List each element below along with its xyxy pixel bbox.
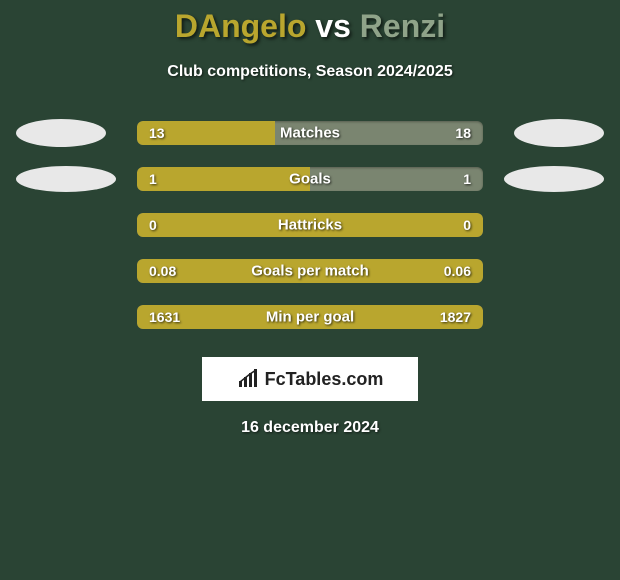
player-ellipse-right bbox=[514, 119, 604, 147]
stat-bar: 0.08 0.06 Goals per match bbox=[137, 259, 483, 283]
stat-bar-fill bbox=[137, 167, 310, 191]
stat-value-right: 1827 bbox=[440, 309, 471, 325]
stat-bar: 1631 1827 Min per goal bbox=[137, 305, 483, 329]
stat-value-right: 18 bbox=[455, 125, 471, 141]
stat-row: 1631 1827 Min per goal bbox=[0, 305, 620, 329]
stat-label: Matches bbox=[280, 125, 340, 142]
stat-label: Min per goal bbox=[266, 309, 354, 326]
stat-row: 0.08 0.06 Goals per match bbox=[0, 259, 620, 283]
stat-value-left: 0.08 bbox=[149, 263, 176, 279]
title-player2: Renzi bbox=[360, 8, 445, 44]
stat-value-left: 13 bbox=[149, 125, 165, 141]
stat-value-right: 0 bbox=[463, 217, 471, 233]
bar-chart-icon bbox=[237, 369, 261, 389]
stat-value-right: 0.06 bbox=[444, 263, 471, 279]
player-ellipse-left bbox=[16, 119, 106, 147]
stat-value-left: 1631 bbox=[149, 309, 180, 325]
stat-row: 13 18 Matches bbox=[0, 121, 620, 145]
stat-row: 0 0 Hattricks bbox=[0, 213, 620, 237]
stat-bar: 0 0 Hattricks bbox=[137, 213, 483, 237]
title-vs: vs bbox=[306, 8, 359, 44]
stat-rows: 13 18 Matches 1 1 Goals 0 0 Hattricks 0.08 0.06 Goa… bbox=[0, 121, 620, 329]
logo-text: FcTables.com bbox=[265, 369, 384, 390]
subtitle: Club competitions, Season 2024/2025 bbox=[0, 63, 620, 81]
logo-box: FcTables.com bbox=[202, 357, 418, 401]
title-player1: DAngelo bbox=[175, 8, 307, 44]
stat-bar: 1 1 Goals bbox=[137, 167, 483, 191]
stat-label: Hattricks bbox=[278, 217, 342, 234]
stat-row: 1 1 Goals bbox=[0, 167, 620, 191]
player-ellipse-right bbox=[504, 166, 604, 192]
stat-label: Goals bbox=[289, 171, 331, 188]
stat-value-left: 0 bbox=[149, 217, 157, 233]
stat-value-left: 1 bbox=[149, 171, 157, 187]
player-ellipse-left bbox=[16, 166, 116, 192]
page-title: DAngelo vs Renzi bbox=[0, 0, 620, 45]
stat-bar: 13 18 Matches bbox=[137, 121, 483, 145]
stat-value-right: 1 bbox=[463, 171, 471, 187]
stat-label: Goals per match bbox=[251, 263, 369, 280]
date-label: 16 december 2024 bbox=[0, 419, 620, 437]
